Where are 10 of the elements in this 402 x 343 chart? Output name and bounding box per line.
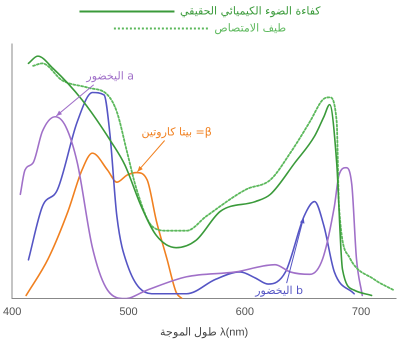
annotation: اليخضور a (85, 70, 134, 83)
text: كفاءة الضوء الكيميائي الحقيقي (180, 4, 322, 18)
text: طيف الامتصاص (214, 21, 286, 34)
annotation: بيتا كاروتين =β (142, 125, 212, 138)
x-axis-title: طول الموجة λ(nm) (160, 326, 248, 338)
annotation: اليخضور b (254, 284, 304, 298)
x-tick-label: 600 (236, 306, 254, 318)
x-tick-label: 500 (119, 306, 138, 318)
x-tick-label: 700 (352, 306, 370, 318)
x-tick-label: 400 (2, 306, 22, 318)
